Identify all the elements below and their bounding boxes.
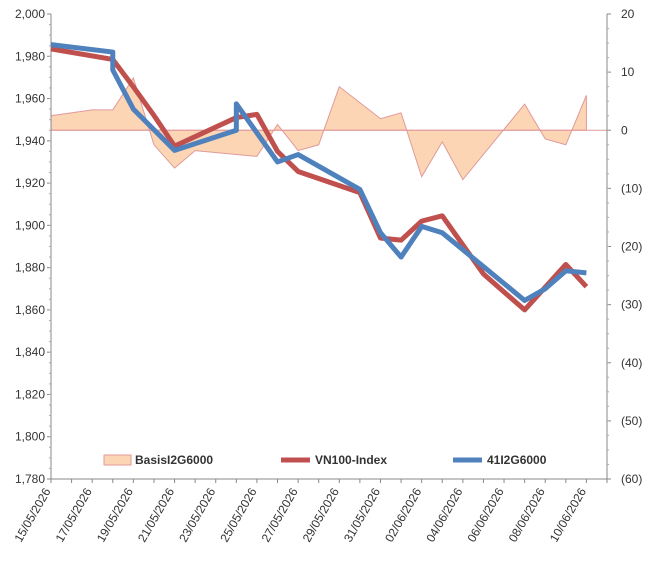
left-axis-tick-label: 1,920 xyxy=(15,176,45,190)
left-axis-tick-label: 1,840 xyxy=(15,345,45,359)
x-axis-tick-label: 06/06/2026 xyxy=(464,485,506,544)
right-axis-tick-label: 0 xyxy=(621,123,628,137)
x-axis-tick-label: 02/06/2026 xyxy=(382,485,424,544)
left-axis-tick-label: 1,880 xyxy=(15,261,45,275)
right-axis-tick-label: (30) xyxy=(621,298,642,312)
right-axis-tick-label: (60) xyxy=(621,472,642,486)
x-axis-tick-label: 04/06/2026 xyxy=(423,485,465,544)
series-line-41i2g6000 xyxy=(50,42,587,303)
x-axis-tick-label: 29/05/2026 xyxy=(300,485,342,544)
right-axis-tick-label: 10 xyxy=(621,65,635,79)
left-axis-tick-label: 1,900 xyxy=(15,218,45,232)
x-axis-tick-label: 10/06/2026 xyxy=(547,485,589,544)
right-axis-tick-label: (40) xyxy=(621,356,642,370)
left-axis-tick-label: 1,940 xyxy=(15,134,45,148)
x-axis-tick-label: 23/05/2026 xyxy=(176,485,218,544)
legend: BasisI2G6000 VN100-Index 41I2G6000 xyxy=(103,453,547,467)
left-axis-tick-label: 1,960 xyxy=(15,92,45,106)
right-axis-tick-label: (20) xyxy=(621,240,642,254)
legend-label-41i2g6000: 41I2G6000 xyxy=(487,453,547,467)
left-axis-tick-label: 1,860 xyxy=(15,303,45,317)
x-axis-tick-label: 19/05/2026 xyxy=(94,485,136,544)
left-axis-tick-label: 1,980 xyxy=(15,49,45,63)
left-axis-tick-label: 2,000 xyxy=(15,7,45,21)
legend-label-vn100: VN100-Index xyxy=(315,453,387,467)
x-axis-tick-label: 25/05/2026 xyxy=(217,485,259,544)
left-axis-tick-label: 1,800 xyxy=(15,430,45,444)
right-axis-tick-label: (50) xyxy=(621,414,642,428)
x-axis-tick-label: 08/06/2026 xyxy=(506,485,548,544)
left-axis-tick-label: 1,780 xyxy=(15,472,45,486)
right-axis-tick-label: (10) xyxy=(621,181,642,195)
series-lines xyxy=(50,42,589,313)
series-line-vn100-index xyxy=(50,46,589,313)
left-axis-tick-label: 1,820 xyxy=(15,387,45,401)
legend-swatch-basis xyxy=(103,454,132,466)
x-axis-tick-label: 17/05/2026 xyxy=(53,485,95,544)
x-axis-tick-label: 15/05/2026 xyxy=(11,485,53,544)
x-axis-tick-label: 21/05/2026 xyxy=(135,485,177,544)
right-axis-tick-label: 20 xyxy=(621,7,635,21)
x-axis-tick-label: 27/05/2026 xyxy=(259,485,301,544)
legend-label-basis: BasisI2G6000 xyxy=(135,453,213,467)
x-axis-tick-label: 31/05/2026 xyxy=(341,485,383,544)
